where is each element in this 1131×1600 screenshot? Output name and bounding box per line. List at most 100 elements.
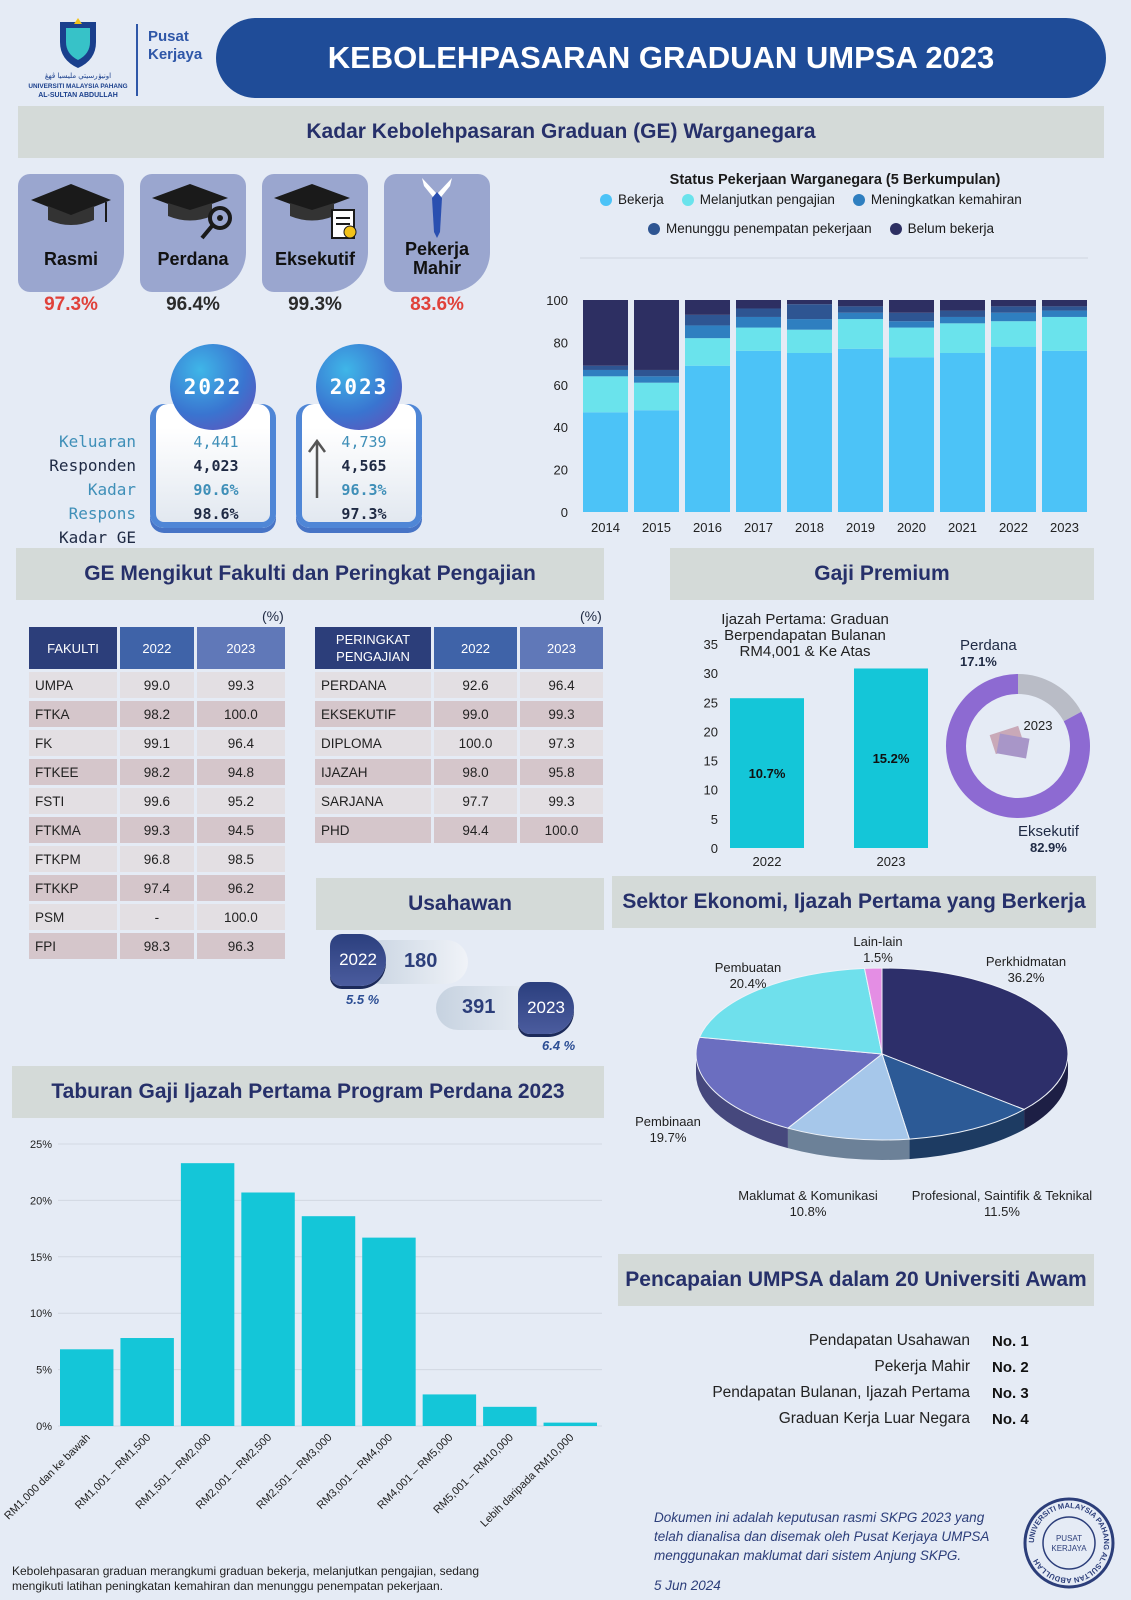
- bar: [60, 1349, 114, 1426]
- header-2023: 2023: [196, 627, 285, 669]
- arrow-up-icon: [307, 438, 327, 498]
- bar-segment: [685, 314, 730, 326]
- stacked-bar: [787, 300, 832, 512]
- legend-item: Melanjutkan pengajian: [681, 192, 835, 207]
- bar-value-label: 10.7%: [749, 766, 786, 781]
- bar-segment: [583, 376, 628, 413]
- usahawan-count-2022: 180: [404, 950, 438, 972]
- fakulti-name-cell: FTKKP: [29, 875, 117, 901]
- stacked-bar: [1042, 300, 1087, 512]
- fakulti-name-cell: FPI: [29, 933, 117, 959]
- donut-eksekutif-name: Eksekutif: [1018, 823, 1079, 840]
- header-peringkat-line-2: PENGAJIAN: [336, 649, 410, 664]
- legend-dot: [852, 193, 865, 206]
- pie-slice: [881, 967, 1069, 1111]
- bar-segment: [991, 346, 1036, 512]
- header-2023: 2023: [520, 627, 603, 669]
- x-tick-label: 2018: [795, 520, 824, 535]
- value-2023-cell: 97.3: [520, 730, 603, 756]
- y-tick-label: 10%: [30, 1308, 52, 1320]
- legend-label: Meningkatkan kemahiran: [870, 192, 1022, 207]
- bar-segment: [736, 327, 781, 351]
- bar-segment: [634, 410, 679, 512]
- donut-slice: [1017, 674, 1082, 722]
- pencapaian-list: Pendapatan Usahawan No. 1 Pekerja Mahir No.…: [650, 1328, 1029, 1432]
- bar-segment: [889, 321, 934, 328]
- legend-row: Bekerja Melanjutkan pengajian Meningkatkan…: [600, 192, 1080, 207]
- pct-pekerja-mahir: 83.6%: [410, 294, 464, 315]
- value-2023-cell: 96.2: [196, 875, 285, 901]
- pie-slice: [881, 1053, 1026, 1140]
- doc-line-3: menggunakan maklumat dari sistem Anjung …: [654, 1548, 962, 1563]
- pencapaian-rank: No. 4: [992, 1410, 1029, 1428]
- page-title: KEBOLEHPASARAN GRADUAN UMPSA 2023: [216, 18, 1106, 98]
- bar-segment: [634, 376, 679, 383]
- bar: [120, 1338, 174, 1426]
- bar-segment: [736, 350, 781, 512]
- value-2023-cell: 96.4: [520, 672, 603, 698]
- gaji-chart-title: Ijazah Pertama: Graduan Berpendapatan Bu…: [690, 612, 920, 660]
- y-tick-label: 80: [554, 335, 568, 350]
- legend-dot: [889, 222, 902, 235]
- value-2022-cell: 94.4: [434, 817, 517, 843]
- bar-segment: [583, 300, 628, 366]
- fakulti-table: FAKULTI 2022 2023 UMPA 99.0 99.3 FTKA 98.2 10…: [26, 624, 288, 962]
- taburan-banner: Taburan Gaji Ijazah Pertama Program Perd…: [12, 1066, 604, 1118]
- fakulti-banner: GE Mengikut Fakulti dan Peringkat Pengaj…: [16, 548, 604, 600]
- bar-segment: [940, 300, 985, 311]
- year-values-2022: 4,441 4,023 90.6% 98.6%: [166, 430, 266, 526]
- slice-value: 10.8%: [790, 1204, 827, 1219]
- usahawan-year-2022: 2022: [330, 934, 386, 986]
- peringkat-name-cell: SARJANA: [315, 788, 431, 814]
- bar-segment: [634, 382, 679, 411]
- stacked-bar: [889, 300, 934, 512]
- pie-side: [696, 1054, 788, 1149]
- bar-segment: [1042, 316, 1087, 351]
- bar: [543, 1422, 597, 1426]
- bar-segment: [889, 327, 934, 358]
- bar-segment: [991, 300, 1036, 307]
- year-values-2023: 4,739 4,565 96.3% 97.3%: [314, 430, 414, 526]
- svg-text:اونيۏرسيتي مليسيا ڤهڠ: اونيۏرسيتي مليسيا ڤهڠ: [45, 72, 111, 80]
- fakulti-name-cell: UMPA: [29, 672, 117, 698]
- usahawan-year-2023: 2023: [518, 982, 574, 1034]
- fakulti-name-cell: FTKEE: [29, 759, 117, 785]
- fakulti-row: FTKA 98.2 100.0: [29, 701, 285, 727]
- sektor-banner: Sektor Ekonomi, Ijazah Pertama yang Berk…: [612, 876, 1096, 928]
- value-2023-cell: 100.0: [196, 701, 285, 727]
- value-2023-cell: 99.3: [520, 788, 603, 814]
- y-tick-label: 15%: [30, 1252, 52, 1264]
- value-2022-cell: -: [120, 904, 194, 930]
- pct-eksekutif: 99.3%: [288, 294, 342, 315]
- pie-slice: [863, 967, 883, 1055]
- x-tick-label: 2021: [948, 520, 977, 535]
- fakulti-row: UMPA 99.0 99.3: [29, 672, 285, 698]
- fakulti-name-cell: PSM: [29, 904, 117, 930]
- fakulti-row: PSM -100.0: [29, 904, 285, 930]
- slice-value: 36.2%: [1008, 970, 1045, 985]
- stamp-line-1: PUSAT: [1056, 1534, 1082, 1543]
- stacked-bar: [634, 300, 679, 512]
- graduation-cap-icon: [31, 184, 111, 225]
- shirt-tie-icon: [422, 178, 452, 238]
- pct-rasmi: 97.3%: [44, 294, 98, 315]
- legend-label: Menunggu penempatan pekerjaan: [666, 221, 872, 236]
- status-chart-header: Status Pekerjaan Warganegara (5 Berkumpu…: [540, 172, 1130, 188]
- peringkat-name-cell: DIPLOMA: [315, 730, 431, 756]
- donut-eksekutif-value: 82.9%: [1029, 840, 1067, 855]
- legend-item: Menunggu penempatan pekerjaan: [648, 221, 872, 236]
- pencapaian-rank: No. 2: [992, 1358, 1029, 1376]
- card-label: Rasmi: [43, 249, 99, 269]
- value-2023-cell: 96.4: [196, 730, 285, 756]
- pencapaian-label: Pendapatan Bulanan, Ijazah Pertama: [712, 1384, 970, 1401]
- footnote-line-1: Kebolehpasaran graduan merangkumi gradua…: [12, 1564, 479, 1578]
- donut-eksekutif-label: Eksekutif 82.9%: [1018, 824, 1079, 856]
- label-keluaran: Keluaran: [58, 432, 136, 451]
- taburan-gaji-bar-chart: 0%5%10%15%20%25%RM1,000 dan ke bawahRM1,…: [2, 1139, 602, 1530]
- cap-with-gear-icon: [152, 184, 232, 240]
- donut-center-label: 2023: [1024, 718, 1053, 733]
- value-2022-cell: 99.1: [120, 730, 194, 756]
- peringkat-name-cell: IJAZAH: [315, 759, 431, 785]
- peringkat-row: DIPLOMA 100.0 97.3: [315, 730, 603, 756]
- usahawan-pct-2022: 5.5 %: [346, 992, 380, 1007]
